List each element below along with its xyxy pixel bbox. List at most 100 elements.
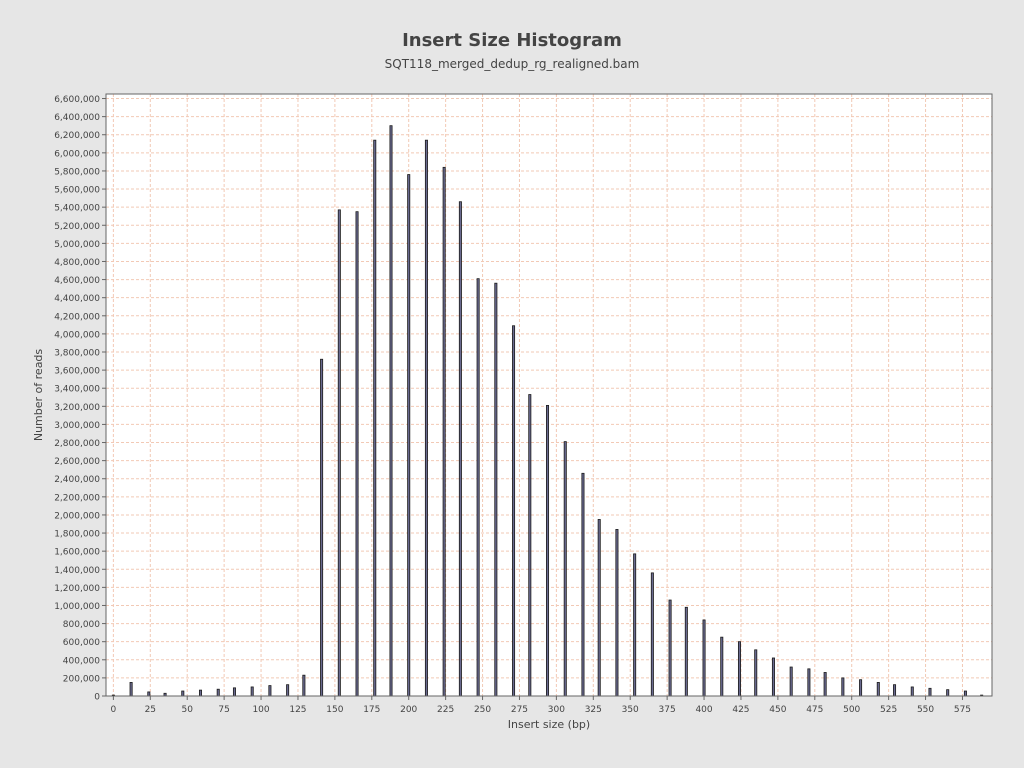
y-tick-label: 1,000,000 xyxy=(54,602,100,612)
y-tick-label: 3,400,000 xyxy=(54,385,100,395)
histogram-bar xyxy=(268,685,272,697)
y-tick-label: 5,200,000 xyxy=(54,222,100,232)
y-tick-label: 3,600,000 xyxy=(54,367,100,377)
y-tick-label: 1,400,000 xyxy=(54,566,100,576)
y-tick-label: 5,400,000 xyxy=(54,204,100,214)
y-tick-label: 0 xyxy=(94,693,100,703)
x-tick-label: 550 xyxy=(917,705,934,715)
histogram-bar xyxy=(407,174,411,697)
histogram-bar xyxy=(373,139,377,697)
y-tick-label: 4,600,000 xyxy=(54,276,100,286)
y-tick-label: 6,000,000 xyxy=(54,149,100,159)
x-tick-label: 350 xyxy=(622,705,639,715)
histogram-bar xyxy=(424,139,428,697)
histogram-bar xyxy=(807,668,811,697)
x-tick-label: 475 xyxy=(806,705,823,715)
x-tick-label: 100 xyxy=(252,705,269,715)
histogram-bar xyxy=(199,689,203,697)
histogram-bar xyxy=(181,690,185,697)
y-tick-label: 600,000 xyxy=(63,638,100,648)
y-tick-label: 2,000,000 xyxy=(54,511,100,521)
x-tick-label: 325 xyxy=(585,705,602,715)
histogram-bar xyxy=(597,519,601,697)
y-tick-label: 800,000 xyxy=(63,620,100,630)
x-tick-label: 150 xyxy=(326,705,343,715)
y-tick-label: 3,200,000 xyxy=(54,403,100,413)
y-tick-label: 1,200,000 xyxy=(54,584,100,594)
x-tick-label: 0 xyxy=(111,705,117,715)
histogram-bar xyxy=(893,684,897,697)
histogram-bar xyxy=(528,394,532,697)
histogram-bar xyxy=(546,405,550,697)
histogram-bar xyxy=(442,166,446,697)
plot-border xyxy=(105,93,993,697)
y-tick-label: 2,200,000 xyxy=(54,493,100,503)
histogram-bar xyxy=(859,679,863,697)
x-tick-label: 175 xyxy=(363,705,380,715)
histogram-bar xyxy=(147,691,151,697)
y-tick-label: 2,400,000 xyxy=(54,475,100,485)
x-tick-label: 250 xyxy=(474,705,491,715)
x-tick-label: 75 xyxy=(218,705,229,715)
histogram-bar xyxy=(789,666,793,697)
histogram-bar xyxy=(389,125,393,697)
histogram-bar xyxy=(668,599,672,697)
x-tick-label: 125 xyxy=(289,705,306,715)
x-tick-label: 425 xyxy=(732,705,749,715)
x-tick-label: 575 xyxy=(954,705,971,715)
histogram-bar xyxy=(512,325,516,697)
histogram-bar xyxy=(684,606,688,697)
histogram-bar xyxy=(650,572,654,697)
y-tick-label: 5,800,000 xyxy=(54,167,100,177)
histogram-bar xyxy=(633,553,637,697)
x-tick-label: 275 xyxy=(511,705,528,715)
histogram-bar xyxy=(841,677,845,697)
histogram-bar xyxy=(581,472,585,697)
histogram-bar xyxy=(823,672,827,697)
x-tick-label: 200 xyxy=(400,705,417,715)
histogram-bar xyxy=(320,358,324,697)
histogram-bar xyxy=(216,688,220,697)
histogram-bar xyxy=(876,682,880,697)
y-tick-label: 400,000 xyxy=(63,656,100,666)
histogram-bar xyxy=(129,682,133,697)
histogram-bar xyxy=(563,441,567,697)
histogram-bar xyxy=(754,649,758,697)
histogram-bar xyxy=(737,641,741,697)
y-tick-label: 6,600,000 xyxy=(54,95,100,105)
histogram-bar xyxy=(928,687,932,697)
histogram-bar xyxy=(458,201,462,697)
histogram-bar xyxy=(946,689,950,697)
x-tick-label: 300 xyxy=(548,705,565,715)
histogram-bar xyxy=(494,282,498,697)
histogram-bar xyxy=(720,636,724,697)
y-tick-label: 3,800,000 xyxy=(54,349,100,359)
y-axis-label: Number of reads xyxy=(32,349,45,442)
chart-subtitle: SQT118_merged_dedup_rg_realigned.bam xyxy=(384,57,640,71)
y-tick-label: 1,800,000 xyxy=(54,530,100,540)
y-tick-label: 3,000,000 xyxy=(54,421,100,431)
x-tick-label: 25 xyxy=(145,705,156,715)
y-tick-label: 2,600,000 xyxy=(54,457,100,467)
y-tick-label: 6,400,000 xyxy=(54,113,100,123)
y-tick-label: 4,200,000 xyxy=(54,312,100,322)
histogram-bar xyxy=(355,211,359,697)
x-tick-label: 50 xyxy=(181,705,193,715)
y-tick-label: 2,800,000 xyxy=(54,439,100,449)
histogram-bar xyxy=(702,619,706,697)
histogram-bar xyxy=(232,687,236,697)
histogram-bar xyxy=(963,690,967,697)
histogram-bar xyxy=(476,278,480,697)
histogram-bar xyxy=(302,674,306,697)
chart-title: Insert Size Histogram xyxy=(402,30,622,51)
x-tick-label: 525 xyxy=(880,705,897,715)
x-tick-label: 225 xyxy=(437,705,454,715)
y-tick-label: 5,000,000 xyxy=(54,240,100,250)
x-tick-label: 375 xyxy=(659,705,676,715)
y-tick-label: 4,800,000 xyxy=(54,258,100,268)
x-tick-label: 450 xyxy=(769,705,786,715)
y-tick-label: 4,400,000 xyxy=(54,294,100,304)
y-tick-label: 1,600,000 xyxy=(54,548,100,558)
